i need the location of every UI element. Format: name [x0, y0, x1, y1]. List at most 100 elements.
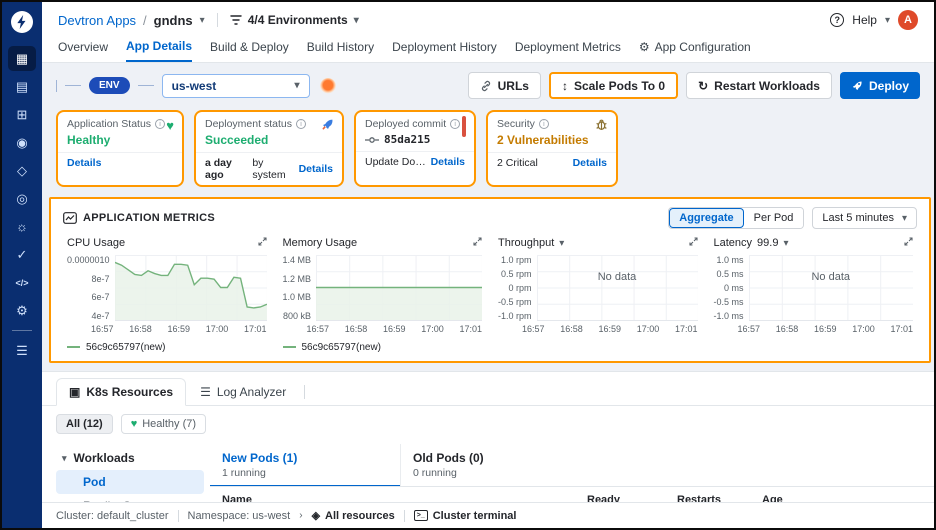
- stack-manager-icon[interactable]: ☰: [8, 338, 36, 363]
- footer-cluster-terminal[interactable]: >_ Cluster terminal: [414, 510, 517, 522]
- time-range-select[interactable]: Last 5 minutes ▾: [812, 207, 917, 229]
- tab-app-details[interactable]: App Details: [126, 39, 192, 62]
- latency-dropdown-chevron-icon[interactable]: ▾: [783, 238, 788, 249]
- footer-cluster: Cluster: default_cluster: [56, 510, 169, 522]
- application-status-details-link[interactable]: Details: [67, 157, 101, 169]
- tab-app-configuration[interactable]: ⚙ App Configuration: [639, 39, 751, 62]
- footer-divider: [404, 510, 405, 522]
- application-status-title-row: Application Status i: [67, 118, 173, 130]
- security-title-row: Security i: [497, 118, 607, 130]
- bulk-edit-icon[interactable]: ◎: [8, 186, 36, 211]
- cpu-chart-title: CPU Usage: [67, 237, 125, 249]
- global-config-glyph: ⚙: [16, 303, 28, 319]
- tab-divider: [304, 385, 305, 399]
- per-pod-toggle-button[interactable]: Per Pod: [744, 208, 804, 228]
- global-config-icon[interactable]: ⚙: [8, 298, 36, 323]
- tree-pod[interactable]: Pod: [56, 470, 204, 494]
- env-node-tick: [56, 80, 57, 92]
- security-details-link[interactable]: Details: [573, 157, 607, 169]
- jobs-icon[interactable]: ▤: [8, 74, 36, 99]
- help-menu[interactable]: Help: [852, 13, 877, 27]
- deploy-button[interactable]: Deploy: [840, 72, 920, 99]
- info-icon[interactable]: i: [539, 119, 549, 129]
- urls-button[interactable]: URLs: [468, 72, 541, 99]
- new-pods-tab-sub: 1 running: [222, 467, 388, 479]
- avatar[interactable]: A: [898, 10, 918, 30]
- devtron-logo[interactable]: [9, 9, 35, 35]
- clusters-glyph: ☼: [16, 219, 28, 234]
- scale-pods-button[interactable]: ↕ Scale Pods To 0: [549, 72, 678, 99]
- main-area: Devtron Apps / gndns ▾ 4/4 Environments …: [42, 2, 934, 528]
- tree-workloads[interactable]: ▾ Workloads: [56, 446, 204, 470]
- git-material-icon: [462, 118, 466, 136]
- breadcrumb-root-link[interactable]: Devtron Apps: [58, 13, 136, 28]
- metrics-chart-icon: [63, 212, 77, 224]
- page-header: Devtron Apps / gndns ▾ 4/4 Environments …: [42, 2, 934, 63]
- info-icon[interactable]: i: [155, 119, 165, 129]
- old-pods-tab[interactable]: Old Pods (0) 0 running: [400, 444, 590, 487]
- x-tick: 16:57: [522, 324, 545, 334]
- security-icon[interactable]: ✓: [8, 242, 36, 267]
- deployment-status-details-link[interactable]: Details: [299, 163, 333, 175]
- resource-browser-icon[interactable]: ◇: [8, 158, 36, 183]
- latency-chart-title[interactable]: Latency: [714, 237, 753, 249]
- tab-log-analyzer[interactable]: ☰ Log Analyzer: [188, 378, 298, 405]
- chart-store-icon[interactable]: ◉: [8, 130, 36, 155]
- new-pods-tab-label: New Pods (1): [222, 451, 388, 465]
- filter-healthy-chip[interactable]: ♥ Healthy (7): [121, 414, 206, 434]
- deployed-commit-footer: Update Dockerfile add... Details: [356, 151, 474, 172]
- info-icon[interactable]: i: [296, 119, 306, 129]
- expand-icon[interactable]: [258, 237, 267, 249]
- expand-icon[interactable]: [904, 237, 913, 249]
- footer-all-resources[interactable]: ◈ All resources: [312, 509, 395, 522]
- caret-down-icon: ▾: [62, 453, 67, 464]
- x-tick: 16:58: [560, 324, 583, 334]
- hibernate-status-icon[interactable]: [320, 78, 336, 94]
- tab-deployment-metrics[interactable]: Deployment Metrics: [515, 39, 621, 62]
- charts-row: CPU Usage 0.0000010 8e-7 6e-7 4e-7: [51, 235, 929, 361]
- deployed-commit-details-link[interactable]: Details: [431, 156, 465, 168]
- applications-icon[interactable]: ▦: [8, 46, 36, 71]
- help-icon: ?: [830, 13, 844, 27]
- expand-icon[interactable]: [689, 237, 698, 249]
- tree-workloads-label: Workloads: [74, 451, 135, 465]
- urls-button-label: URLs: [498, 79, 529, 93]
- throughput-dropdown-chevron-icon[interactable]: ▾: [559, 238, 564, 249]
- tab-deployment-history[interactable]: Deployment History: [392, 39, 497, 62]
- cpu-chart-body: 0.0000010 8e-7 6e-7 4e-7: [67, 255, 267, 321]
- environment-select[interactable]: us-west ▾: [162, 74, 310, 98]
- filter-all-chip[interactable]: All (12): [56, 414, 113, 434]
- x-tick: 16:57: [306, 324, 329, 334]
- tab-build-history[interactable]: Build History: [307, 39, 374, 62]
- aggregate-toggle-button[interactable]: Aggregate: [669, 208, 743, 228]
- cpu-legend: 56c9c65797(new): [67, 341, 267, 353]
- x-tick: 17:00: [852, 324, 875, 334]
- commit-message: Update Dockerfile add...: [365, 156, 427, 168]
- throughput-chart-title[interactable]: Throughput: [498, 237, 554, 249]
- tab-overview[interactable]: Overview: [58, 39, 108, 62]
- k8s-resources-panel: ▣ K8s Resources ☰ Log Analyzer All (12) …: [42, 371, 934, 502]
- footer-all-resources-label: All resources: [325, 510, 395, 522]
- terminal-icon: >_: [414, 510, 428, 521]
- clusters-icon[interactable]: ☼: [8, 214, 36, 239]
- application-groups-icon[interactable]: ⊞: [8, 102, 36, 127]
- footer-chevron-right-icon: ›: [299, 510, 302, 521]
- commit-hash-row[interactable]: 85da215: [365, 133, 465, 146]
- y-tick: 1.0 MB: [283, 292, 312, 302]
- environments-chevron-icon: ▾: [354, 15, 359, 26]
- aggregation-toggle: Aggregate Per Pod: [668, 207, 804, 229]
- latency-no-data: No data: [749, 271, 913, 283]
- memory-usage-chart: Memory Usage 1.4 MB 1.2 MB 1.0 MB 800 kB: [275, 237, 491, 357]
- help-chevron-icon[interactable]: ▾: [885, 15, 890, 26]
- info-icon[interactable]: i: [450, 119, 460, 129]
- restart-workloads-button[interactable]: ↻ Restart Workloads: [686, 72, 832, 99]
- application-status-value: Healthy: [67, 133, 173, 147]
- environments-filter[interactable]: 4/4 Environments ▾: [230, 13, 359, 27]
- api-icon[interactable]: </>: [8, 270, 36, 295]
- tab-build-deploy[interactable]: Build & Deploy: [210, 39, 289, 62]
- app-switcher-chevron-icon[interactable]: ▾: [200, 15, 205, 26]
- breadcrumb: Devtron Apps / gndns ▾ 4/4 Environments …: [58, 10, 918, 30]
- new-pods-tab[interactable]: New Pods (1) 1 running: [210, 444, 400, 487]
- expand-icon[interactable]: [473, 237, 482, 249]
- tab-k8s-resources[interactable]: ▣ K8s Resources: [56, 378, 186, 406]
